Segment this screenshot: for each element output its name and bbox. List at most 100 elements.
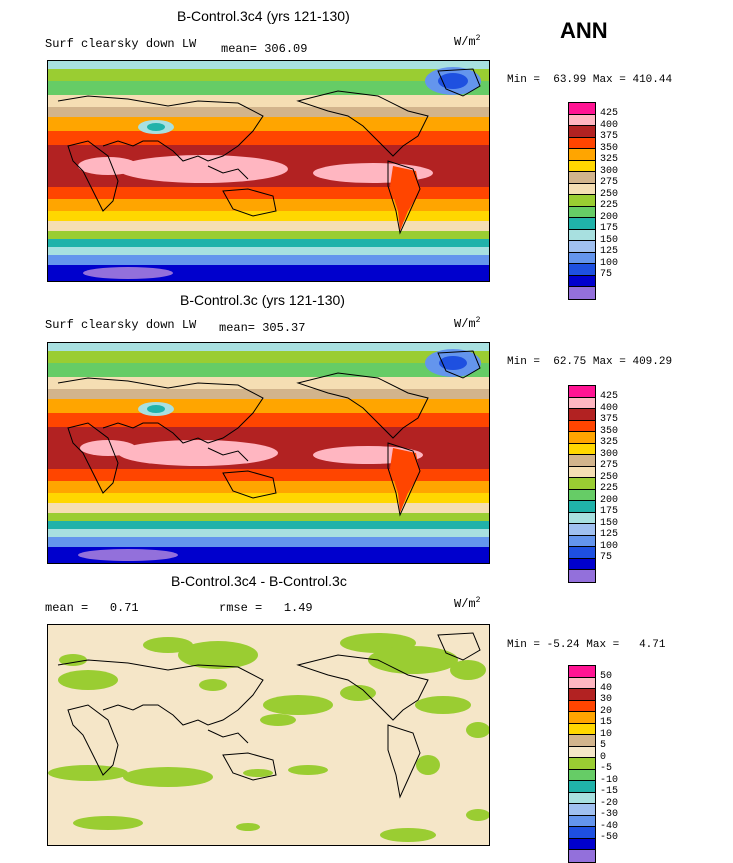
colorbar-level-label: 275 (600, 460, 619, 471)
colorbar-level-label: 5 (600, 740, 607, 751)
colorbar-swatch (569, 723, 595, 735)
colorbar-swatch (569, 746, 595, 758)
panel2-mean: mean= 305.37 (219, 321, 306, 335)
panel1-title: B-Control.3c4 (yrs 121-130) (177, 8, 350, 24)
panel1-colorbar (568, 102, 596, 300)
colorbar-swatch (569, 160, 595, 172)
colorbar-swatch (569, 183, 595, 195)
panel2-min-max: Min = 62.75 Max = 409.29 (507, 356, 673, 368)
colorbar-level-label: -5 (600, 763, 613, 774)
colorbar-swatch (569, 478, 595, 490)
colorbar-swatch (569, 781, 595, 793)
panel3-title: B-Control.3c4 - B-Control.3c (171, 573, 347, 589)
colorbar-swatch (569, 815, 595, 827)
colorbar-swatch (569, 252, 595, 264)
colorbar-swatch (569, 126, 595, 138)
colorbar-swatch (569, 466, 595, 478)
colorbar-swatch (569, 172, 595, 184)
colorbar-level-label: 0 (600, 751, 607, 763)
colorbar-swatch (569, 206, 595, 218)
colorbar-level-label: 425 (600, 108, 619, 119)
colorbar-level-label: 175 (600, 506, 619, 517)
season-label: ANN (560, 18, 608, 43)
colorbar-level-label: 250 (600, 188, 619, 200)
colorbar-level-label: 325 (600, 437, 619, 448)
colorbar-level-label: 375 (600, 414, 619, 425)
colorbar-level-label: 40 (600, 682, 613, 694)
panel2-title: B-Control.3c (yrs 121-130) (180, 292, 345, 308)
colorbar-swatch (569, 443, 595, 455)
colorbar-swatch (569, 570, 595, 582)
colorbar-swatch (569, 386, 595, 398)
colorbar-swatch (569, 455, 595, 467)
colorbar-swatch (569, 827, 595, 839)
panel1-mean: mean= 306.09 (221, 42, 308, 56)
colorbar-swatch (569, 432, 595, 444)
colorbar-level-label: -30 (600, 809, 619, 820)
colorbar-swatch (569, 149, 595, 161)
colorbar-level-label: -10 (600, 774, 619, 786)
colorbar-swatch (569, 114, 595, 126)
colorbar-swatch (569, 758, 595, 770)
colorbar-level-label: 100 (600, 540, 619, 552)
colorbar-swatch (569, 838, 595, 850)
colorbar-level-label: -40 (600, 820, 619, 832)
colorbar-level-label: 125 (600, 246, 619, 257)
colorbar-level-label: -15 (600, 786, 619, 797)
colorbar-level-label: 350 (600, 142, 619, 154)
colorbar-level-label: 15 (600, 717, 613, 728)
panel2-colorbar-labels: 425 400 375 350 325 300 275 250 225 200 175 150 125 1… (600, 391, 618, 564)
colorbar-swatch (569, 804, 595, 816)
panel3-colorbar (568, 665, 596, 863)
panel1-min-max: Min = 63.99 Max = 410.44 (507, 74, 673, 86)
colorbar-level-label: 10 (600, 728, 613, 740)
colorbar-swatch (569, 409, 595, 421)
colorbar-swatch (569, 524, 595, 536)
panel2-colorbar (568, 385, 596, 583)
colorbar-swatch (569, 287, 595, 299)
panel2-units: W/m2 (454, 316, 481, 331)
colorbar-swatch (569, 769, 595, 781)
colorbar-level-label: 75 (600, 269, 613, 280)
colorbar-level-label: 250 (600, 471, 619, 483)
colorbar-level-label: 75 (600, 552, 613, 563)
colorbar-swatch (569, 712, 595, 724)
colorbar-swatch (569, 264, 595, 276)
panel1-units: W/m2 (454, 34, 481, 49)
colorbar-swatch (569, 689, 595, 701)
panel1-colorbar-labels: 425 400 375 350 325 300 275 250 225 200 175 150 125 1… (600, 108, 618, 281)
colorbar-swatch (569, 103, 595, 115)
panel1-map (47, 60, 490, 282)
panel2-variable-label: Surf clearsky down LW (45, 318, 197, 332)
colorbar-swatch (569, 700, 595, 712)
colorbar-level-label: 350 (600, 425, 619, 437)
colorbar-level-label: 375 (600, 131, 619, 142)
colorbar-level-label: 150 (600, 234, 619, 246)
colorbar-level-label: -50 (600, 832, 619, 843)
colorbar-swatch (569, 420, 595, 432)
colorbar-level-label: 225 (600, 483, 619, 494)
colorbar-swatch (569, 137, 595, 149)
colorbar-swatch (569, 535, 595, 547)
colorbar-swatch (569, 547, 595, 559)
colorbar-swatch (569, 229, 595, 241)
colorbar-swatch (569, 195, 595, 207)
panel3-map (47, 624, 490, 846)
panel3-rmse: rmse = 1.49 (219, 601, 313, 615)
colorbar-level-label: 200 (600, 494, 619, 506)
colorbar-level-label: 300 (600, 165, 619, 177)
colorbar-swatch (569, 677, 595, 689)
colorbar-swatch (569, 558, 595, 570)
colorbar-swatch (569, 218, 595, 230)
colorbar-level-label: 125 (600, 529, 619, 540)
colorbar-level-label: 20 (600, 705, 613, 717)
colorbar-level-label: 150 (600, 517, 619, 529)
colorbar-swatch (569, 512, 595, 524)
colorbar-swatch (569, 275, 595, 287)
colorbar-level-label: 30 (600, 694, 613, 705)
panel3-mean: mean = 0.71 (45, 601, 139, 615)
colorbar-swatch (569, 792, 595, 804)
colorbar-swatch (569, 241, 595, 253)
colorbar-level-label: 325 (600, 154, 619, 165)
colorbar-level-label: 225 (600, 200, 619, 211)
